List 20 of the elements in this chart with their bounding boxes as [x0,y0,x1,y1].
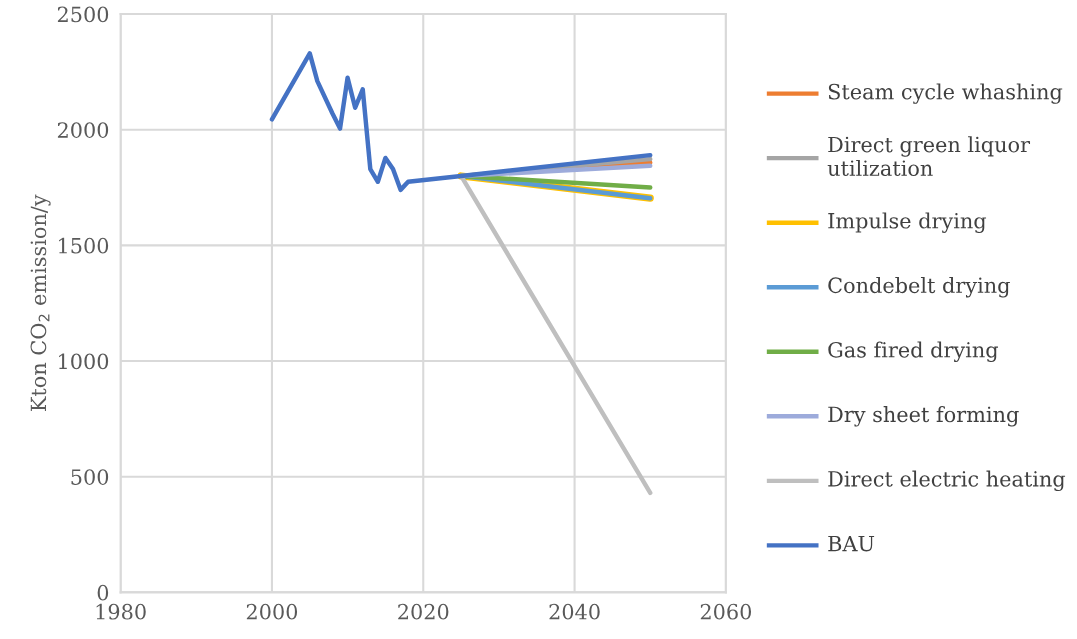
legend-label: Steam cycle whashing [828,83,1063,104]
y-tick-label: 2500 [57,6,109,23]
y-axis-title: Kton CO$_{2}$ emission/y [30,194,51,412]
y-tick-label: 0 [97,584,109,601]
legend-label: Gas fired drying [828,341,998,362]
legend-label: Direct green liquor utilization [827,136,1031,177]
x-tick-label: 1980 [96,603,146,620]
y-tick-label: 1000 [59,353,109,370]
x-tick-label: 2020 [398,603,449,620]
legend-label: BAU [828,535,875,552]
legend-label: Impulse drying [828,212,987,233]
x-tick-label: 2060 [700,603,752,620]
legend-label: Condebelt drying [828,277,1010,298]
legend-label: Dry sheet forming [828,406,1019,427]
y-tick-label: 2000 [57,122,109,138]
x-tick-label: 2040 [549,603,600,620]
y-tick-label: 500 [71,469,109,485]
y-tick-label: 1500 [59,237,109,254]
x-tick-label: 2000 [246,603,298,620]
legend-label: Direct electric heating [828,470,1066,492]
